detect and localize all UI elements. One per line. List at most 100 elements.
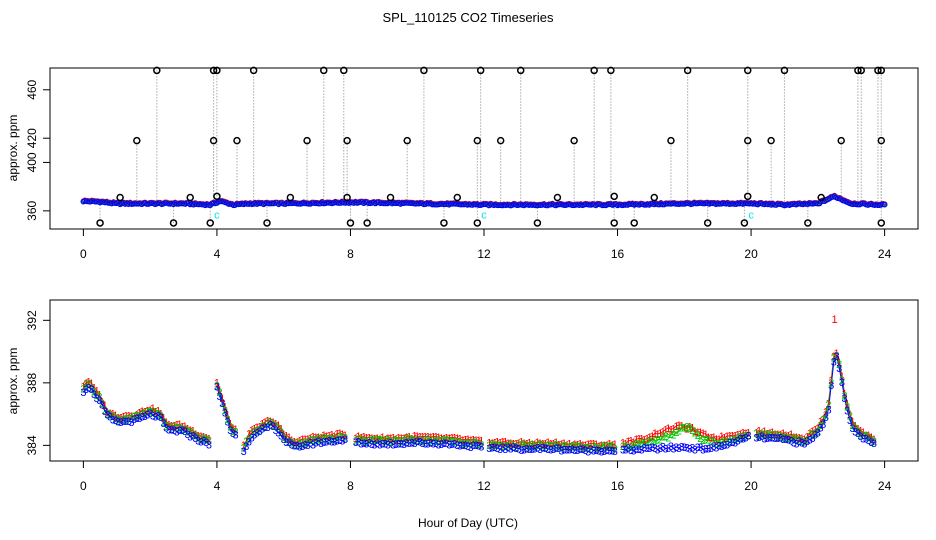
bottom-point-ch1: 1 bbox=[262, 417, 268, 429]
bottom-point-ch3: 3 bbox=[283, 437, 289, 449]
top-axes: 0 4 8 12 16 20 24 360 400 420 460 bbox=[25, 79, 892, 261]
raw-sample-point bbox=[553, 193, 562, 202]
bottom-point-ch3: 3 bbox=[190, 431, 196, 443]
bottom-point-ch2: 2 bbox=[217, 387, 223, 399]
bottom-point-ch2: 2 bbox=[136, 410, 142, 422]
bottom-point-ch1: 1 bbox=[687, 421, 693, 433]
bottom-point-ch3: 3 bbox=[772, 433, 778, 445]
bottom-point-ch2: 2 bbox=[537, 440, 543, 452]
bottom-point-ch3: 3 bbox=[307, 437, 313, 449]
bottom-point-ch1: 1 bbox=[201, 431, 207, 443]
bottom-point-ch3: 3 bbox=[297, 442, 303, 454]
bottom-point-ch2: 2 bbox=[807, 431, 813, 443]
bottom-point-ch1: 1 bbox=[374, 433, 380, 445]
bottom-x-tick-label: 4 bbox=[214, 479, 221, 493]
bottom-point-ch3: 3 bbox=[588, 444, 594, 456]
bottom-point-ch2: 2 bbox=[566, 442, 572, 454]
bottom-point-ch2: 2 bbox=[636, 438, 642, 450]
bottom-point-ch1: 1 bbox=[697, 427, 703, 439]
bottom-point-ch1: 1 bbox=[168, 421, 174, 433]
bottom-point-ch3: 3 bbox=[281, 434, 287, 446]
bottom-point-ch2: 2 bbox=[585, 443, 591, 455]
raw-sample-point bbox=[630, 219, 638, 227]
bottom-point-ch2: 2 bbox=[858, 430, 864, 442]
bottom-point-ch1: 1 bbox=[735, 430, 741, 442]
bottom-point-ch1: 1 bbox=[326, 430, 332, 442]
bottom-point-ch2: 2 bbox=[721, 436, 727, 448]
bottom-series-line-2 bbox=[622, 426, 749, 448]
bottom-point-ch3: 3 bbox=[647, 443, 653, 455]
bottom-point-ch1: 1 bbox=[273, 418, 279, 430]
bottom-point-ch3: 3 bbox=[385, 440, 391, 452]
bottom-point-ch1: 1 bbox=[417, 432, 423, 444]
bottom-point-ch2: 2 bbox=[700, 435, 706, 447]
bottom-point-ch3: 3 bbox=[201, 436, 207, 448]
bottom-point-ch2: 2 bbox=[665, 432, 671, 444]
bottom-point-ch3: 3 bbox=[494, 443, 500, 455]
bottom-point-ch3: 3 bbox=[858, 431, 864, 443]
bottom-point-ch1: 1 bbox=[625, 436, 631, 448]
bottom-point-ch2: 2 bbox=[502, 441, 508, 453]
bottom-point-ch3: 3 bbox=[262, 422, 268, 434]
bottom-point-ch1: 1 bbox=[257, 422, 263, 434]
bottom-point-ch2: 2 bbox=[278, 427, 284, 439]
bottom-point-ch1: 1 bbox=[841, 389, 847, 401]
bottom-point-ch3: 3 bbox=[150, 410, 156, 422]
bottom-point-ch1: 1 bbox=[833, 348, 839, 360]
bottom-point-ch1: 1 bbox=[596, 441, 602, 453]
bottom-series-line-1 bbox=[355, 435, 482, 441]
bottom-point-ch1: 1 bbox=[259, 419, 265, 431]
top-x-tick-label: 4 bbox=[214, 247, 221, 261]
raw-sample-point bbox=[186, 193, 194, 202]
bottom-point-ch1: 1 bbox=[716, 434, 722, 446]
bottom-point-ch3: 3 bbox=[294, 440, 300, 452]
bottom-point-ch3: 3 bbox=[534, 443, 540, 455]
bottom-point-ch3: 3 bbox=[331, 437, 337, 449]
bottom-point-ch3: 3 bbox=[697, 442, 703, 454]
bottom-point-ch2: 2 bbox=[687, 423, 693, 435]
bottom-point-ch1: 1 bbox=[174, 420, 180, 432]
bottom-point-ch1: 1 bbox=[703, 429, 709, 441]
bottom-point-ch2: 2 bbox=[379, 435, 385, 447]
bottom-x-tick-label: 16 bbox=[611, 479, 625, 493]
bottom-point-ch1: 1 bbox=[163, 417, 169, 429]
bottom-point-ch1: 1 bbox=[639, 434, 645, 446]
bottom-point-ch1: 1 bbox=[740, 428, 746, 440]
bottom-point-ch1: 1 bbox=[115, 412, 121, 424]
bottom-point-ch1: 1 bbox=[91, 382, 97, 394]
bottom-point-ch1: 1 bbox=[422, 431, 428, 443]
raw-sample-point bbox=[340, 66, 348, 75]
raw-sample-point bbox=[133, 136, 141, 145]
bottom-point-ch1: 1 bbox=[676, 420, 682, 432]
bottom-point-ch2: 2 bbox=[705, 435, 711, 447]
bottom-point-ch2: 2 bbox=[860, 430, 866, 442]
bottom-point-ch3: 3 bbox=[131, 414, 137, 426]
bottom-point-ch2: 2 bbox=[703, 434, 709, 446]
bottom-point-ch2: 2 bbox=[732, 434, 738, 446]
bottom-point-ch1: 1 bbox=[382, 435, 388, 447]
bottom-point-ch2: 2 bbox=[743, 430, 749, 442]
bottom-point-ch3: 3 bbox=[390, 439, 396, 451]
bottom-point-ch3: 3 bbox=[716, 441, 722, 453]
bottom-point-ch3: 3 bbox=[663, 444, 669, 456]
bottom-point-ch3: 3 bbox=[804, 436, 810, 448]
raw-sample-point bbox=[476, 66, 485, 75]
raw-sample-point bbox=[877, 219, 886, 227]
bottom-point-ch1: 1 bbox=[577, 439, 583, 451]
bottom-point-ch1: 1 bbox=[371, 434, 377, 446]
bottom-point-ch3: 3 bbox=[206, 440, 212, 452]
bottom-series-line-2 bbox=[489, 443, 616, 450]
raw-sample-point bbox=[363, 219, 371, 227]
bottom-point-ch3: 3 bbox=[708, 443, 714, 455]
bottom-point-ch2: 2 bbox=[577, 441, 583, 453]
bottom-point-ch1: 1 bbox=[88, 378, 94, 390]
bottom-point-ch2: 2 bbox=[529, 440, 535, 452]
bottom-point-ch3: 3 bbox=[703, 444, 709, 456]
bottom-point-ch2: 2 bbox=[708, 436, 714, 448]
bottom-point-ch2: 2 bbox=[393, 435, 399, 447]
bottom-point-ch1: 1 bbox=[283, 431, 289, 443]
bottom-point-ch3: 3 bbox=[799, 437, 805, 449]
raw-sample-point bbox=[420, 66, 428, 75]
bottom-point-ch1: 1 bbox=[398, 433, 404, 445]
